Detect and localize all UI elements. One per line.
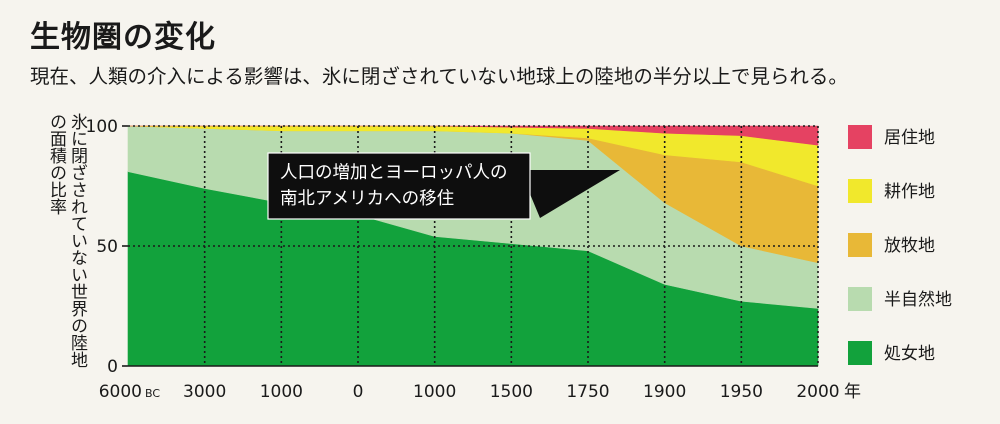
axes: 0 50 100 6000 BC 3000 1000 0 1000 1500 1750 1900 195… (86, 117, 861, 402)
legend-label-1: 耕作地 (884, 182, 935, 202)
x-tick-label-8: 1950 (720, 382, 763, 402)
callout-pointer (520, 170, 620, 218)
x-tick-label-1: 3000 (183, 382, 226, 402)
y-tick-label-1: 50 (96, 237, 118, 257)
area-series-4 (128, 125, 819, 146)
legend-swatch-0 (848, 125, 872, 149)
legend-swatch-2 (848, 233, 872, 257)
callout-box (267, 152, 531, 220)
callout-text-line-2: 南北アメリカへの移住 (280, 189, 454, 209)
legend-label-0: 居住地 (884, 128, 935, 148)
x-tick-label-2: 1000 (260, 382, 303, 402)
chart-subtitle: 現在、人類の介入による影響は、氷に閉ざされていない地球上の陸地の半分以上で見られ… (30, 65, 848, 88)
y-axis-label: 氷に閉ざされていない世界の陸地の面積の比率 (46, 113, 87, 368)
x-tick-label-0: 6000 (99, 382, 142, 402)
legend-label-4: 処女地 (884, 344, 935, 364)
callout-text-line-1: 人口の増加とヨーロッパ人の (280, 163, 508, 183)
x-unit-label: 年 (844, 382, 861, 402)
x-tick-label-7: 1900 (643, 382, 686, 402)
x-tick-label-4: 1000 (413, 382, 456, 402)
chart-title: 生物圏の変化 (30, 20, 216, 55)
x-bc-marker: BC (145, 387, 160, 400)
legend-swatch-1 (848, 179, 872, 203)
x-tick-label-9: 2000 (796, 382, 839, 402)
x-tick-label-5: 1500 (490, 382, 533, 402)
legend-swatch-4 (848, 341, 872, 365)
legend-label-2: 放牧地 (884, 236, 935, 256)
x-tick-label-6: 1750 (566, 382, 609, 402)
x-tick-label-3: 0 (353, 382, 364, 402)
y-tick-label-2: 100 (86, 117, 118, 137)
legend-swatch-3 (848, 287, 872, 311)
legend-label-3: 半自然地 (884, 290, 952, 310)
y-tick-label-0: 0 (107, 357, 118, 377)
